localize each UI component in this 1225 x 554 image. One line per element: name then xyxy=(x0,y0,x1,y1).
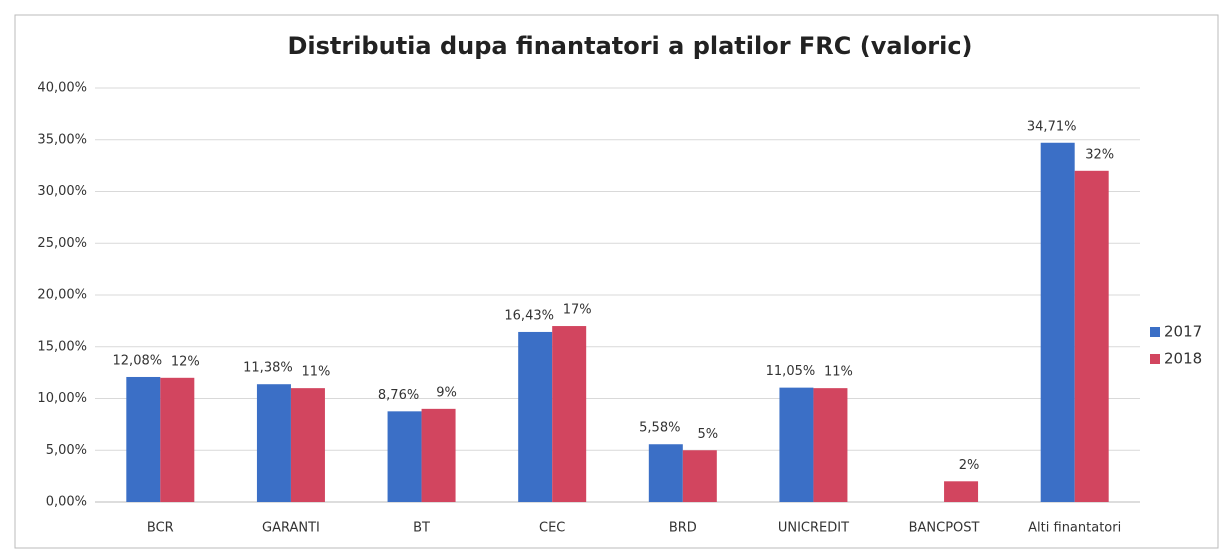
x-tick-label: Alti finantatori xyxy=(1028,521,1121,536)
x-tick-label: BT xyxy=(413,521,430,536)
chart-frame xyxy=(14,14,1219,549)
y-tick-label: 25,00% xyxy=(37,236,87,251)
value-label: 12% xyxy=(171,354,200,369)
y-tick-label: 20,00% xyxy=(37,288,87,303)
bar xyxy=(779,387,814,502)
y-tick-label: 5,00% xyxy=(46,443,87,458)
y-tick-label: 10,00% xyxy=(37,391,87,406)
value-label: 17% xyxy=(563,303,592,318)
y-tick-label: 15,00% xyxy=(37,339,87,354)
value-label: 5,58% xyxy=(639,421,680,436)
value-label: 11,05% xyxy=(766,364,816,379)
bar xyxy=(1040,142,1075,502)
x-tick-label: BRD xyxy=(669,521,697,536)
bar xyxy=(944,481,979,502)
y-tick-label: 40,00% xyxy=(37,81,87,96)
value-label: 11% xyxy=(301,365,330,380)
x-tick-label: BANCPOST xyxy=(909,521,980,536)
bar xyxy=(1074,170,1109,503)
x-tick-label: GARANTI xyxy=(262,521,320,536)
bar xyxy=(126,376,161,502)
legend-label: 2018 xyxy=(1164,350,1202,368)
chart-title: Distributia dupa finantatori a platilor … xyxy=(287,32,972,60)
bar xyxy=(518,331,553,502)
value-label: 11,38% xyxy=(243,361,293,376)
bar xyxy=(421,408,456,502)
bar xyxy=(813,388,848,502)
value-label: 16,43% xyxy=(504,308,554,323)
bar xyxy=(290,388,325,502)
value-label: 32% xyxy=(1085,147,1114,162)
value-label: 9% xyxy=(436,385,457,400)
value-label: 5% xyxy=(698,427,719,442)
bar xyxy=(552,326,587,502)
value-label: 11% xyxy=(824,365,853,380)
y-tick-label: 30,00% xyxy=(37,184,87,199)
y-tick-label: 35,00% xyxy=(37,132,87,147)
x-tick-label: BCR xyxy=(147,521,174,536)
value-label: 34,71% xyxy=(1027,119,1077,134)
value-label: 12,08% xyxy=(113,353,163,368)
value-label: 2% xyxy=(959,458,980,473)
bar xyxy=(387,411,422,502)
bar xyxy=(682,450,717,502)
bar xyxy=(648,444,683,502)
x-tick-label: CEC xyxy=(539,521,565,536)
legend-swatch xyxy=(1150,327,1160,337)
bar xyxy=(160,377,195,502)
legend-swatch xyxy=(1150,354,1160,364)
legend-label: 2017 xyxy=(1164,323,1202,341)
bar xyxy=(256,384,291,502)
y-tick-label: 0,00% xyxy=(46,495,87,510)
x-tick-label: UNICREDIT xyxy=(778,521,849,536)
value-label: 8,76% xyxy=(378,388,419,403)
